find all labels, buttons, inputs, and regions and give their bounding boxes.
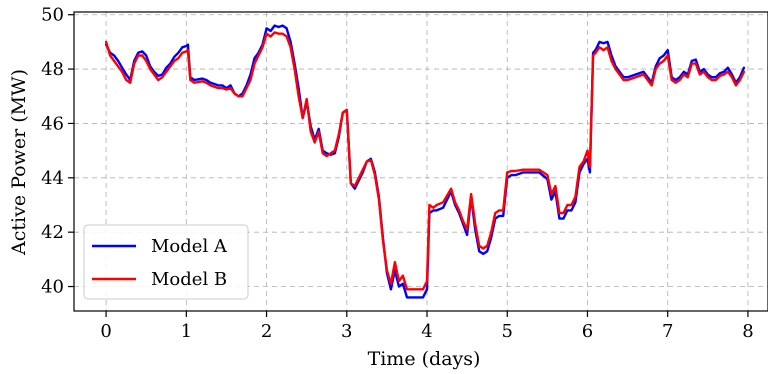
y-tick-label: 40 — [41, 277, 64, 298]
x-tick-label: 4 — [421, 321, 432, 342]
y-tick-label: 50 — [41, 5, 64, 26]
x-tick-label: 6 — [582, 321, 593, 342]
y-tick-label: 44 — [41, 168, 64, 189]
legend-label-model-a: Model A — [151, 236, 228, 257]
x-tick-label: 8 — [742, 321, 753, 342]
series-layer — [104, 24, 746, 299]
x-tick-label: 1 — [181, 321, 192, 342]
x-tick-label: 7 — [662, 321, 673, 342]
x-tick-label: 0 — [100, 321, 111, 342]
y-tick-label: 42 — [41, 222, 64, 243]
x-tick-label: 5 — [502, 321, 513, 342]
y-tick-label: 46 — [41, 113, 64, 134]
legend-box — [83, 224, 249, 300]
legend: Model A Model B — [83, 224, 249, 300]
y-axis-label: Active Power (MW) — [8, 69, 30, 256]
x-tick-label: 3 — [341, 321, 352, 342]
series-line-model-b — [104, 31, 746, 291]
plot-frame — [73, 11, 768, 312]
series-line-model-a — [104, 24, 746, 299]
y-tick-label: 48 — [41, 59, 64, 80]
x-axis-label: Time (days) — [368, 348, 481, 370]
ticks: 0 1 2 3 4 5 6 7 8 40 42 44 46 48 50 — [41, 5, 754, 342]
x-tick-label: 2 — [261, 321, 272, 342]
grid — [74, 12, 768, 311]
legend-label-model-b: Model B — [151, 269, 227, 290]
